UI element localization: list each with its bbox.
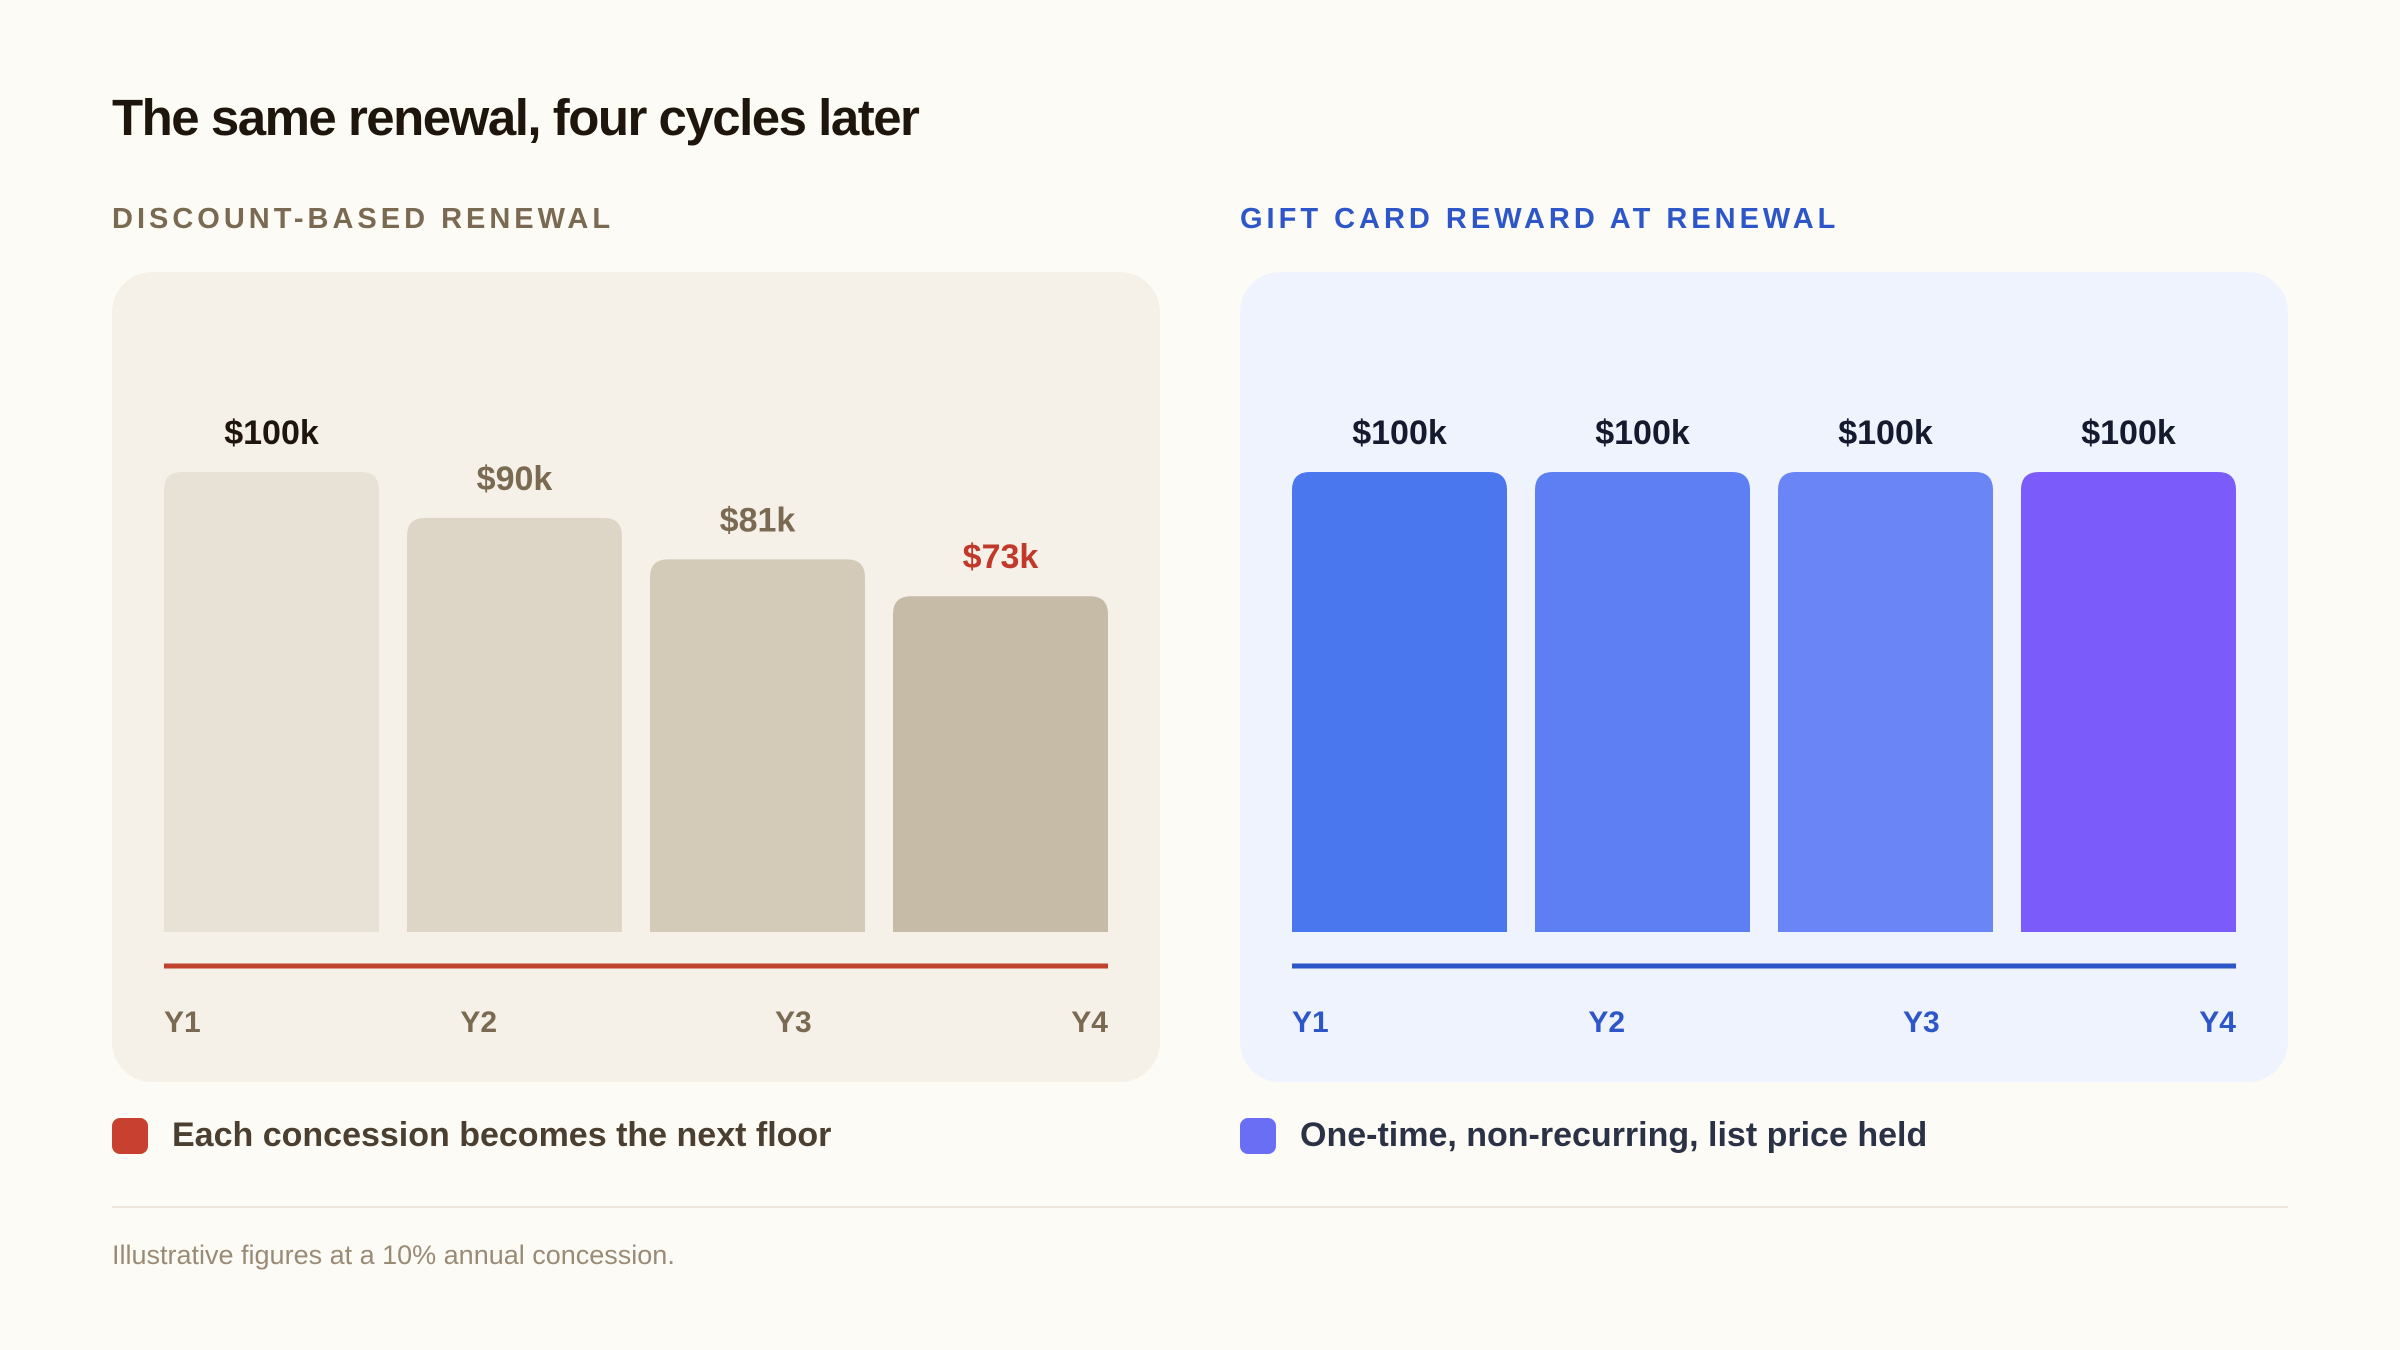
chart-panel-gift-card: $100k $100k $100k $100k Y1 Y2 Y3 Y4 [1240, 272, 2288, 1082]
bar-y4 [2021, 472, 2236, 932]
bar-y1 [164, 472, 379, 932]
bar-y3 [650, 559, 865, 932]
bar-chart-discount: $100k $90k $81k $73k Y1 Y2 Y3 Y4 [164, 414, 1108, 1039]
x-tick-y4: Y4 [2199, 1006, 2236, 1039]
x-tick-y2: Y2 [460, 1006, 497, 1039]
data-label-y3: $100k [1838, 414, 1933, 452]
legend-label-gift-card: One-time, non-recurring, list price held [1300, 1116, 1928, 1154]
chart-heading-gift-card: GIFT CARD REWARD AT RENEWAL [1240, 203, 1840, 235]
chart-panel-discount: $100k $90k $81k $73k Y1 Y2 Y3 Y4 [112, 272, 1160, 1082]
data-label-y4: $100k [2081, 414, 2176, 452]
legend-swatch-gift-card [1240, 1117, 1276, 1154]
data-label-y1: $100k [1352, 414, 1447, 452]
footnote: Illustrative figures at a 10% annual con… [112, 1240, 675, 1270]
bar-y2 [407, 518, 622, 932]
bar-y4 [893, 596, 1108, 932]
legend-swatch-discount [112, 1117, 148, 1154]
legend-label-discount: Each concession becomes the next floor [172, 1116, 832, 1154]
bar-y1 [1292, 472, 1507, 932]
x-tick-y2: Y2 [1588, 1006, 1625, 1039]
x-tick-y4: Y4 [1071, 1006, 1108, 1039]
divider [112, 1206, 2288, 1208]
bar-y3 [1778, 472, 1993, 932]
x-tick-y3: Y3 [1903, 1006, 1940, 1039]
x-tick-y1: Y1 [164, 1006, 201, 1039]
bar-y2 [1535, 472, 1750, 932]
x-tick-y1: Y1 [1292, 1006, 1329, 1039]
data-label-y4: $73k [963, 538, 1039, 576]
page-title: The same renewal, four cycles later [112, 89, 920, 146]
legend-gift-card: One-time, non-recurring, list price held [1240, 1116, 1927, 1155]
chart-heading-discount: DISCOUNT-BASED RENEWAL [112, 203, 615, 235]
legend-discount: Each concession becomes the next floor [112, 1116, 831, 1155]
data-label-y2: $100k [1595, 414, 1690, 452]
data-label-y1: $100k [224, 414, 319, 452]
data-label-y2: $90k [477, 460, 553, 498]
data-label-y3: $81k [720, 501, 796, 539]
x-tick-y3: Y3 [775, 1006, 812, 1039]
bar-chart-gift-card: $100k $100k $100k $100k Y1 Y2 Y3 Y4 [1292, 414, 2236, 1039]
